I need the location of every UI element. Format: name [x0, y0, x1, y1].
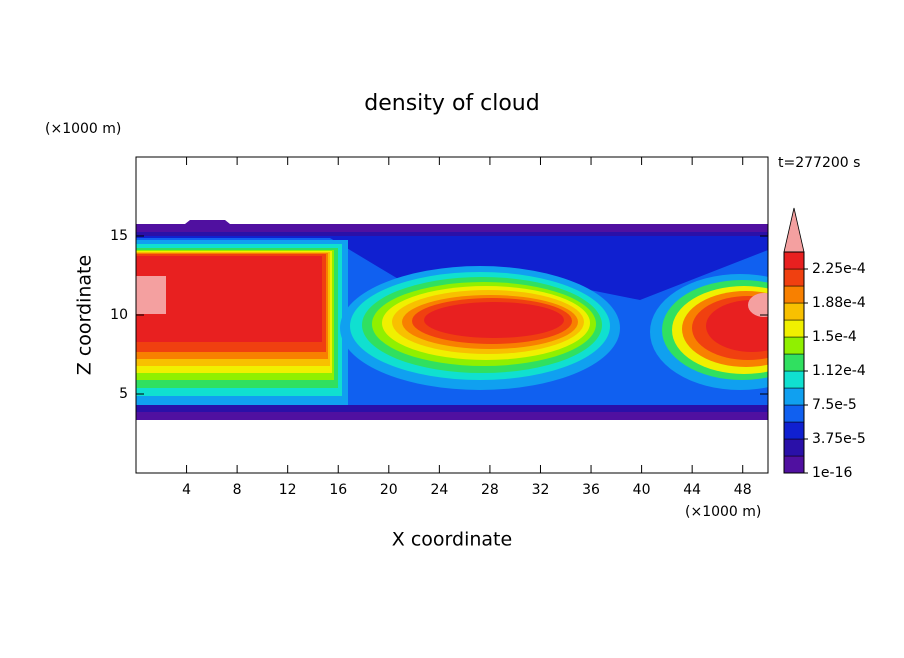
colorbar-band — [783, 285, 805, 304]
colorbar-tick-label: 1.5e-4 — [812, 329, 857, 345]
x-tick-label: 36 — [582, 482, 600, 498]
colorbar-band — [783, 404, 805, 423]
contour-field — [136, 220, 768, 420]
y-unit: (×1000 m) — [45, 121, 121, 137]
x-tick-label: 32 — [532, 482, 550, 498]
colorbar-band — [783, 319, 805, 338]
colorbar-band — [783, 268, 805, 287]
colorbar-band — [783, 302, 805, 321]
colorbar-tick-label: 1.12e-4 — [812, 363, 866, 379]
x-tick-label: 8 — [233, 482, 242, 498]
colorbar-band — [783, 455, 805, 474]
x-tick-label: 28 — [481, 482, 499, 498]
x-tick-label: 4 — [182, 482, 191, 498]
y-tick-label: 10 — [110, 307, 128, 323]
x-tick-label: 12 — [279, 482, 297, 498]
colorbar-band — [783, 421, 805, 440]
x-tick-label: 20 — [380, 482, 398, 498]
colorbar-band — [783, 370, 805, 389]
colorbar-band — [783, 251, 805, 270]
x-unit: (×1000 m) — [685, 504, 761, 520]
colorbar-tick-label: 7.5e-5 — [812, 397, 857, 413]
chart-title: density of cloud — [364, 91, 539, 116]
time-label: t=277200 s — [778, 155, 860, 171]
x-tick-label: 16 — [329, 482, 347, 498]
colorbar-band — [783, 353, 805, 372]
colorbar-tick-label: 1.88e-4 — [812, 295, 866, 311]
x-tick-label: 24 — [430, 482, 448, 498]
y-tick-label: 5 — [119, 386, 128, 402]
colorbar-band — [783, 438, 805, 457]
colorbar-extension — [783, 207, 805, 253]
y-tick-label: 15 — [110, 228, 128, 244]
x-axis-label: X coordinate — [392, 529, 512, 551]
colorbar-band — [783, 336, 805, 355]
x-tick-label: 48 — [734, 482, 752, 498]
x-tick-label: 40 — [633, 482, 651, 498]
colorbar-tick-label: 2.25e-4 — [812, 261, 866, 277]
colorbar-band — [783, 387, 805, 406]
colorbar-frame — [783, 251, 805, 474]
colorbar-tick-label: 3.75e-5 — [812, 431, 866, 447]
x-tick-label: 44 — [683, 482, 701, 498]
y-axis-label: Z coordinate — [74, 255, 96, 375]
colorbar-tick-label: 1e-16 — [812, 465, 852, 481]
